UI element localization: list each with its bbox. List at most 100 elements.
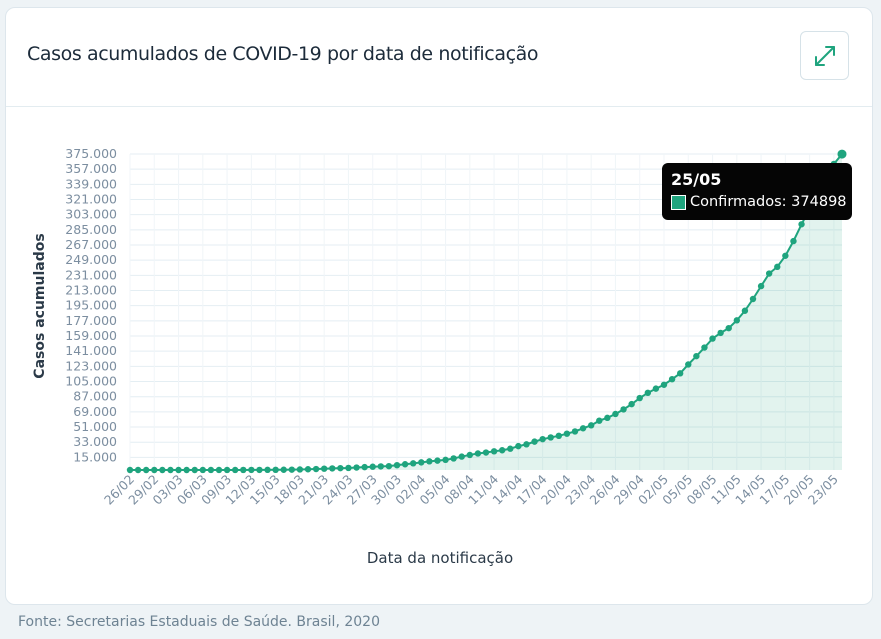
data-point[interactable] — [240, 466, 247, 474]
data-point[interactable] — [280, 466, 287, 473]
data-point[interactable] — [418, 459, 425, 466]
data-point[interactable] — [596, 417, 603, 424]
y-tick-label: 249.000 — [65, 252, 117, 267]
data-point[interactable] — [288, 466, 296, 473]
data-point[interactable] — [199, 466, 207, 474]
data-point[interactable] — [329, 465, 336, 472]
y-tick-label: 15.000 — [73, 449, 117, 464]
y-tick-label: 69.000 — [73, 404, 117, 419]
data-point[interactable] — [401, 461, 409, 468]
data-point[interactable] — [450, 455, 457, 462]
data-point[interactable] — [515, 442, 522, 450]
data-point[interactable] — [644, 389, 652, 397]
data-point[interactable] — [167, 466, 174, 474]
data-point[interactable] — [134, 466, 142, 474]
data-point[interactable] — [604, 414, 611, 422]
data-point[interactable] — [539, 435, 546, 443]
data-point[interactable] — [660, 381, 668, 388]
y-tick-label: 123.000 — [65, 358, 117, 373]
data-point[interactable] — [701, 344, 708, 351]
y-tick-label: 159.000 — [65, 328, 117, 343]
data-point[interactable] — [426, 458, 433, 465]
data-point[interactable] — [547, 434, 554, 441]
data-point[interactable] — [741, 307, 749, 314]
data-point[interactable] — [231, 466, 239, 474]
data-point[interactable] — [507, 445, 514, 452]
data-point[interactable] — [837, 149, 847, 159]
y-tick-label: 195.000 — [65, 298, 117, 313]
y-axis-ticks: 15.00033.00051.00069.00087.000105.000123… — [65, 146, 117, 464]
data-point[interactable] — [725, 324, 732, 332]
data-point[interactable] — [369, 463, 376, 470]
tooltip-value: 374898 — [791, 194, 847, 210]
data-point[interactable] — [490, 448, 498, 455]
data-point[interactable] — [523, 441, 530, 448]
data-point[interactable] — [782, 252, 789, 259]
data-point[interactable] — [482, 449, 490, 456]
data-point[interactable] — [207, 466, 215, 474]
y-tick-label: 231.000 — [65, 267, 117, 282]
data-point[interactable] — [377, 463, 385, 470]
data-point[interactable] — [774, 263, 781, 271]
y-tick-label: 33.000 — [73, 434, 117, 449]
data-point[interactable] — [183, 466, 190, 474]
data-point[interactable] — [563, 430, 571, 437]
data-point[interactable] — [458, 453, 465, 460]
data-point[interactable] — [353, 464, 360, 471]
data-point[interactable] — [749, 295, 757, 303]
data-point[interactable] — [676, 370, 684, 377]
data-point[interactable] — [256, 466, 263, 474]
data-point[interactable] — [693, 352, 700, 360]
tooltip-label: Confirmados — [690, 194, 782, 210]
data-point[interactable] — [264, 466, 271, 474]
data-point[interactable] — [571, 428, 579, 435]
data-point[interactable] — [151, 466, 158, 474]
data-point[interactable] — [765, 270, 773, 277]
data-point[interactable] — [733, 317, 741, 324]
data-point[interactable] — [709, 335, 716, 342]
data-point[interactable] — [790, 237, 797, 245]
data-point[interactable] — [579, 425, 587, 432]
data-point[interactable] — [248, 466, 255, 474]
data-point[interactable] — [498, 447, 506, 454]
data-point[interactable] — [434, 457, 441, 464]
data-point[interactable] — [296, 466, 304, 473]
data-point[interactable] — [159, 466, 166, 474]
data-point[interactable] — [668, 375, 676, 383]
data-point[interactable] — [142, 466, 150, 474]
data-point[interactable] — [620, 406, 627, 413]
data-point[interactable] — [474, 450, 482, 457]
y-tick-label: 321.000 — [65, 192, 117, 207]
y-tick-label: 303.000 — [65, 207, 117, 222]
data-point[interactable] — [126, 466, 134, 474]
data-point[interactable] — [215, 466, 223, 474]
data-point[interactable] — [685, 361, 692, 368]
y-tick-label: 51.000 — [73, 419, 117, 434]
data-point[interactable] — [337, 464, 344, 472]
data-point[interactable] — [442, 456, 449, 464]
data-point[interactable] — [531, 438, 538, 445]
data-point[interactable] — [385, 462, 393, 470]
data-point[interactable] — [612, 410, 619, 418]
data-point[interactable] — [652, 385, 660, 392]
data-point[interactable] — [409, 460, 417, 467]
data-point[interactable] — [223, 466, 231, 474]
expand-button[interactable] — [800, 31, 849, 80]
data-point[interactable] — [798, 221, 805, 228]
data-point[interactable] — [636, 394, 643, 402]
data-point[interactable] — [587, 422, 595, 429]
data-point[interactable] — [312, 465, 320, 473]
data-point[interactable] — [466, 451, 474, 459]
data-point[interactable] — [191, 466, 198, 474]
data-point[interactable] — [361, 463, 368, 471]
data-point[interactable] — [555, 432, 563, 440]
data-point[interactable] — [628, 400, 635, 408]
data-point[interactable] — [320, 465, 328, 472]
data-point[interactable] — [717, 329, 724, 337]
data-point[interactable] — [304, 466, 312, 473]
data-point[interactable] — [393, 461, 401, 469]
data-point[interactable] — [345, 464, 352, 472]
data-point[interactable] — [175, 466, 182, 474]
data-point[interactable] — [272, 466, 279, 474]
data-point[interactable] — [757, 282, 765, 290]
